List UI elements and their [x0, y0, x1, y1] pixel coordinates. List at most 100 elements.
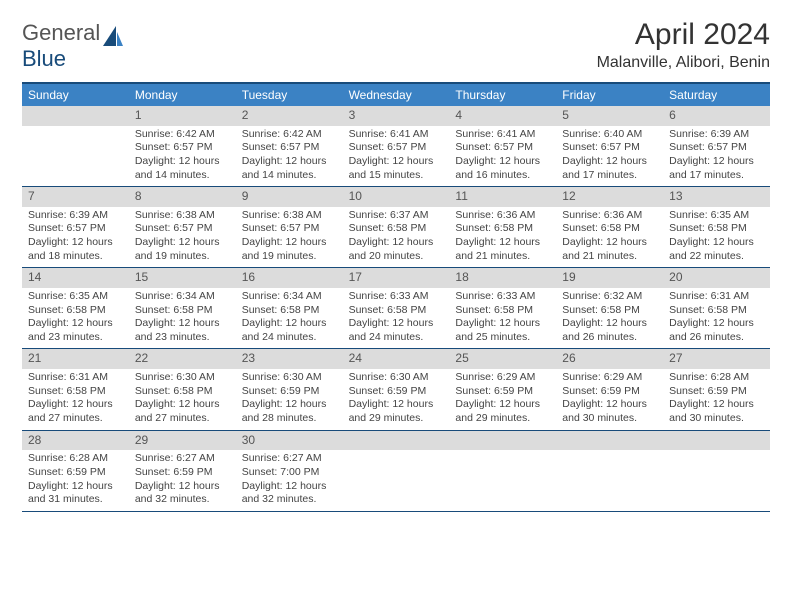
- day-body: Sunrise: 6:30 AMSunset: 6:58 PMDaylight:…: [129, 369, 236, 430]
- day-cell: 22Sunrise: 6:30 AMSunset: 6:58 PMDayligh…: [129, 349, 236, 429]
- day-number: 29: [129, 431, 236, 451]
- sunset-text: Sunset: 6:58 PM: [135, 385, 230, 399]
- day-number: [343, 431, 450, 451]
- day-number: 5: [556, 106, 663, 126]
- page-subtitle: Malanville, Alibori, Benin: [597, 54, 770, 72]
- sunrise-text: Sunrise: 6:42 AM: [242, 128, 337, 142]
- sunrise-text: Sunrise: 6:27 AM: [242, 452, 337, 466]
- day-body: Sunrise: 6:34 AMSunset: 6:58 PMDaylight:…: [129, 288, 236, 349]
- daylight-text: Daylight: 12 hours and 26 minutes.: [669, 317, 764, 344]
- sunset-text: Sunset: 6:58 PM: [28, 304, 123, 318]
- day-cell: [663, 431, 770, 511]
- day-body: [663, 450, 770, 508]
- sunset-text: Sunset: 6:58 PM: [562, 222, 657, 236]
- sunrise-text: Sunrise: 6:31 AM: [669, 290, 764, 304]
- sunset-text: Sunset: 6:57 PM: [28, 222, 123, 236]
- sunrise-text: Sunrise: 6:36 AM: [562, 209, 657, 223]
- sunrise-text: Sunrise: 6:31 AM: [28, 371, 123, 385]
- daylight-text: Daylight: 12 hours and 30 minutes.: [669, 398, 764, 425]
- sunset-text: Sunset: 6:59 PM: [242, 385, 337, 399]
- sunset-text: Sunset: 7:00 PM: [242, 466, 337, 480]
- sunrise-text: Sunrise: 6:29 AM: [562, 371, 657, 385]
- sunset-text: Sunset: 6:59 PM: [349, 385, 444, 399]
- day-body: Sunrise: 6:31 AMSunset: 6:58 PMDaylight:…: [22, 369, 129, 430]
- sunset-text: Sunset: 6:58 PM: [669, 304, 764, 318]
- day-number: 2: [236, 106, 343, 126]
- day-number: 23: [236, 349, 343, 369]
- header: General Blue April 2024 Malanville, Alib…: [22, 18, 770, 72]
- weekday-label: Sunday: [22, 84, 129, 106]
- daylight-text: Daylight: 12 hours and 19 minutes.: [242, 236, 337, 263]
- sunrise-text: Sunrise: 6:32 AM: [562, 290, 657, 304]
- day-number: 1: [129, 106, 236, 126]
- sunrise-text: Sunrise: 6:38 AM: [242, 209, 337, 223]
- day-body: Sunrise: 6:38 AMSunset: 6:57 PMDaylight:…: [236, 207, 343, 268]
- daylight-text: Daylight: 12 hours and 26 minutes.: [562, 317, 657, 344]
- daylight-text: Daylight: 12 hours and 15 minutes.: [349, 155, 444, 182]
- day-body: Sunrise: 6:27 AMSunset: 7:00 PMDaylight:…: [236, 450, 343, 511]
- title-block: April 2024 Malanville, Alibori, Benin: [597, 18, 770, 72]
- day-number: 18: [449, 268, 556, 288]
- daylight-text: Daylight: 12 hours and 14 minutes.: [135, 155, 230, 182]
- day-number: 28: [22, 431, 129, 451]
- daylight-text: Daylight: 12 hours and 18 minutes.: [28, 236, 123, 263]
- day-number: 21: [22, 349, 129, 369]
- sunset-text: Sunset: 6:58 PM: [135, 304, 230, 318]
- daylight-text: Daylight: 12 hours and 17 minutes.: [562, 155, 657, 182]
- sunrise-text: Sunrise: 6:30 AM: [242, 371, 337, 385]
- day-cell: 9Sunrise: 6:38 AMSunset: 6:57 PMDaylight…: [236, 187, 343, 267]
- day-cell: 13Sunrise: 6:35 AMSunset: 6:58 PMDayligh…: [663, 187, 770, 267]
- sunrise-text: Sunrise: 6:34 AM: [242, 290, 337, 304]
- day-cell: 28Sunrise: 6:28 AMSunset: 6:59 PMDayligh…: [22, 431, 129, 511]
- day-cell: 30Sunrise: 6:27 AMSunset: 7:00 PMDayligh…: [236, 431, 343, 511]
- day-cell: 5Sunrise: 6:40 AMSunset: 6:57 PMDaylight…: [556, 106, 663, 186]
- day-cell: 8Sunrise: 6:38 AMSunset: 6:57 PMDaylight…: [129, 187, 236, 267]
- weekday-label: Saturday: [663, 84, 770, 106]
- day-cell: 16Sunrise: 6:34 AMSunset: 6:58 PMDayligh…: [236, 268, 343, 348]
- daylight-text: Daylight: 12 hours and 16 minutes.: [455, 155, 550, 182]
- daylight-text: Daylight: 12 hours and 27 minutes.: [135, 398, 230, 425]
- day-body: Sunrise: 6:27 AMSunset: 6:59 PMDaylight:…: [129, 450, 236, 511]
- day-body: Sunrise: 6:30 AMSunset: 6:59 PMDaylight:…: [343, 369, 450, 430]
- day-body: Sunrise: 6:28 AMSunset: 6:59 PMDaylight:…: [663, 369, 770, 430]
- day-number: 20: [663, 268, 770, 288]
- sunset-text: Sunset: 6:57 PM: [562, 141, 657, 155]
- day-number: [556, 431, 663, 451]
- day-cell: 1Sunrise: 6:42 AMSunset: 6:57 PMDaylight…: [129, 106, 236, 186]
- daylight-text: Daylight: 12 hours and 14 minutes.: [242, 155, 337, 182]
- day-number: 11: [449, 187, 556, 207]
- day-cell: [343, 431, 450, 511]
- day-body: Sunrise: 6:42 AMSunset: 6:57 PMDaylight:…: [236, 126, 343, 187]
- sunset-text: Sunset: 6:58 PM: [242, 304, 337, 318]
- sunrise-text: Sunrise: 6:41 AM: [349, 128, 444, 142]
- weekday-label: Thursday: [449, 84, 556, 106]
- calendar: Sunday Monday Tuesday Wednesday Thursday…: [22, 82, 770, 512]
- week-row: 21Sunrise: 6:31 AMSunset: 6:58 PMDayligh…: [22, 349, 770, 430]
- day-number: 27: [663, 349, 770, 369]
- day-cell: 7Sunrise: 6:39 AMSunset: 6:57 PMDaylight…: [22, 187, 129, 267]
- day-body: Sunrise: 6:28 AMSunset: 6:59 PMDaylight:…: [22, 450, 129, 511]
- sunset-text: Sunset: 6:59 PM: [562, 385, 657, 399]
- day-cell: [556, 431, 663, 511]
- page-title: April 2024: [597, 18, 770, 52]
- daylight-text: Daylight: 12 hours and 23 minutes.: [28, 317, 123, 344]
- day-cell: 10Sunrise: 6:37 AMSunset: 6:58 PMDayligh…: [343, 187, 450, 267]
- sunset-text: Sunset: 6:57 PM: [135, 141, 230, 155]
- day-number: 9: [236, 187, 343, 207]
- day-body: Sunrise: 6:33 AMSunset: 6:58 PMDaylight:…: [449, 288, 556, 349]
- sunset-text: Sunset: 6:57 PM: [242, 141, 337, 155]
- daylight-text: Daylight: 12 hours and 23 minutes.: [135, 317, 230, 344]
- day-body: Sunrise: 6:30 AMSunset: 6:59 PMDaylight:…: [236, 369, 343, 430]
- day-number: [449, 431, 556, 451]
- daylight-text: Daylight: 12 hours and 24 minutes.: [242, 317, 337, 344]
- day-body: Sunrise: 6:39 AMSunset: 6:57 PMDaylight:…: [663, 126, 770, 187]
- day-number: 26: [556, 349, 663, 369]
- brand-logo: General Blue: [22, 18, 124, 72]
- day-body: [22, 126, 129, 184]
- day-number: 13: [663, 187, 770, 207]
- day-cell: 4Sunrise: 6:41 AMSunset: 6:57 PMDaylight…: [449, 106, 556, 186]
- sunrise-text: Sunrise: 6:33 AM: [455, 290, 550, 304]
- day-cell: 12Sunrise: 6:36 AMSunset: 6:58 PMDayligh…: [556, 187, 663, 267]
- logo-sail-icon: [102, 24, 124, 50]
- day-body: Sunrise: 6:42 AMSunset: 6:57 PMDaylight:…: [129, 126, 236, 187]
